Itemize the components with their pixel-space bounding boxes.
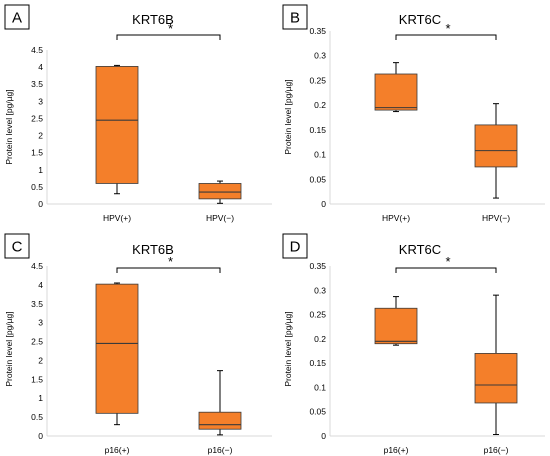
box-iqr [95, 283, 139, 414]
chart-panel-c: C KRT6B 0 0.5 1 1.5 2 2.5 3 3.5 4 4.5 Protein level … [4, 233, 272, 455]
significance-bracket [116, 267, 221, 273]
y-tick-label: 2 [38, 355, 43, 365]
significance-marker: * [168, 254, 173, 269]
y-tick-label: 0.15 [309, 358, 326, 368]
chart-title: KRT6C [399, 242, 441, 257]
y-axis-label: Protein level [pg/µg] [4, 89, 14, 164]
y-tick-label: 0.1 [314, 150, 326, 160]
significance-bracket [395, 34, 497, 40]
chart-title: KRT6B [132, 12, 174, 27]
x-tick-label: HPV(+) [103, 213, 131, 223]
box-iqr [474, 124, 518, 168]
chart-panel-a: A KRT6B 0 0.5 1 1.5 2 2.5 3 3.5 4 4.5 Protein level … [4, 4, 272, 223]
y-tick-label: 2.5 [31, 337, 43, 347]
y-tick-label: 1.5 [31, 148, 43, 158]
panel-letter-box [282, 233, 308, 259]
significance-marker: * [168, 21, 173, 36]
x-tick-label: p16(−) [208, 445, 233, 455]
y-tick-label: 0.1 [314, 382, 326, 392]
y-tick-label: 1 [38, 393, 43, 403]
y-tick-label: 0.5 [31, 412, 43, 422]
y-tick-label: 0.2 [314, 334, 326, 344]
box-iqr [374, 307, 418, 345]
chart-title: KRT6B [132, 242, 174, 257]
box-iqr [198, 411, 242, 430]
panel-letter-box [4, 4, 30, 30]
y-tick-label: 0 [321, 431, 326, 441]
y-tick-label: 0.05 [309, 407, 326, 417]
panel-letter: C [12, 239, 23, 256]
panel-letter-box [4, 233, 30, 259]
y-tick-label: 0.35 [309, 261, 326, 271]
significance-bracket [116, 34, 221, 40]
significance-bracket [395, 267, 497, 273]
y-tick-label: 4.5 [31, 45, 43, 55]
chart-panel-b: B KRT6C 0 0.05 0.1 0.15 0.2 0.25 0.3 0.35 Protein … [282, 4, 545, 223]
y-tick-label: 3.5 [31, 299, 43, 309]
y-tick-label: 4 [38, 280, 43, 290]
box-2 [474, 103, 518, 199]
x-tick-label: p16(−) [484, 445, 509, 455]
panel-letter: A [12, 10, 22, 27]
y-tick-label: 1.5 [31, 374, 43, 384]
x-tick-label: HPV(+) [382, 213, 410, 223]
y-tick-label: 4.5 [31, 261, 43, 271]
box-2 [474, 294, 518, 436]
box-iqr [374, 73, 418, 111]
box-1 [374, 62, 418, 113]
chart-title: KRT6C [399, 12, 441, 27]
y-tick-label: 0.3 [314, 51, 326, 61]
y-tick-label: 0.25 [309, 75, 326, 85]
box-iqr [198, 183, 242, 200]
x-tick-label: p16(+) [384, 445, 409, 455]
significance-marker: * [445, 254, 450, 269]
x-tick-label: p16(+) [105, 445, 130, 455]
y-tick-label: 0.5 [31, 182, 43, 192]
y-tick-label: 0.15 [309, 125, 326, 135]
y-tick-label: 3 [38, 96, 43, 106]
y-tick-label: 3 [38, 318, 43, 328]
panel-letter: B [290, 10, 300, 27]
significance-marker: * [445, 21, 450, 36]
x-tick-label: HPV(−) [482, 213, 510, 223]
y-tick-label: 0 [38, 199, 43, 209]
box-1 [95, 282, 139, 426]
y-tick-label: 0.05 [309, 174, 326, 184]
y-tick-label: 0.2 [314, 100, 326, 110]
y-tick-label: 3.5 [31, 79, 43, 89]
y-tick-label: 0.35 [309, 26, 326, 36]
y-tick-label: 4 [38, 62, 43, 72]
box-2 [198, 180, 242, 204]
box-iqr [474, 353, 518, 404]
y-tick-label: 2.5 [31, 113, 43, 123]
y-tick-label: 2 [38, 131, 43, 141]
box-2 [198, 370, 242, 436]
box-1 [95, 64, 139, 195]
y-axis-label: Protein level [pg/µg] [283, 311, 293, 386]
y-tick-label: 0 [321, 199, 326, 209]
y-axis-label: Protein level [pg/µg] [4, 311, 14, 386]
panel-letter-box [282, 4, 308, 30]
y-axis-label: Protein level [pg/µg] [283, 79, 293, 154]
y-tick-label: 0 [38, 431, 43, 441]
box-iqr [95, 66, 139, 184]
box-1 [374, 296, 418, 346]
y-tick-label: 0.3 [314, 285, 326, 295]
y-tick-label: 1 [38, 165, 43, 175]
y-tick-label: 0.25 [309, 310, 326, 320]
chart-panel-d: D KRT6C 0 0.05 0.1 0.15 0.2 0.25 0.3 0.35 Protein … [282, 233, 545, 455]
x-tick-label: HPV(−) [206, 213, 234, 223]
panel-letter: D [290, 239, 301, 256]
